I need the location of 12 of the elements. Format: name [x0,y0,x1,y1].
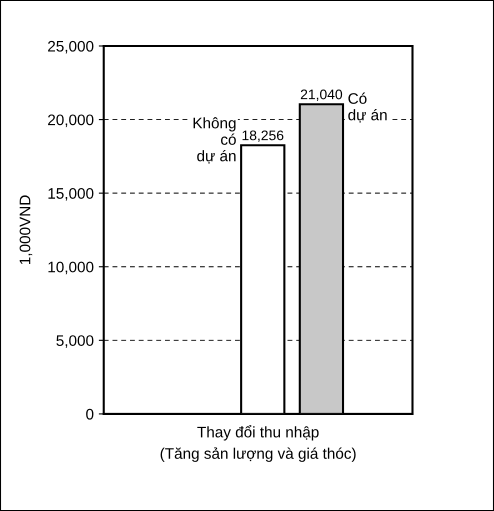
y-tick-label: 20,000 [48,114,94,128]
data-label: 18,256 [242,130,284,142]
series-label: Không có dự án [194,117,236,164]
series-label: Có dự án [348,92,387,123]
y-axis-title: 1,000VND [20,195,32,264]
y-tick-label: 0 [86,408,94,420]
data-label: 21,040 [300,89,342,101]
y-tick-label: 25,000 [48,40,94,54]
x-axis-title: Thay đổi thu nhập (Tăng sản lượng và giá thóc) [160,425,356,462]
y-tick-label: 10,000 [48,262,94,274]
y-tick-label: 15,000 [48,188,94,201]
y-tick-label: 5,000 [56,335,94,348]
